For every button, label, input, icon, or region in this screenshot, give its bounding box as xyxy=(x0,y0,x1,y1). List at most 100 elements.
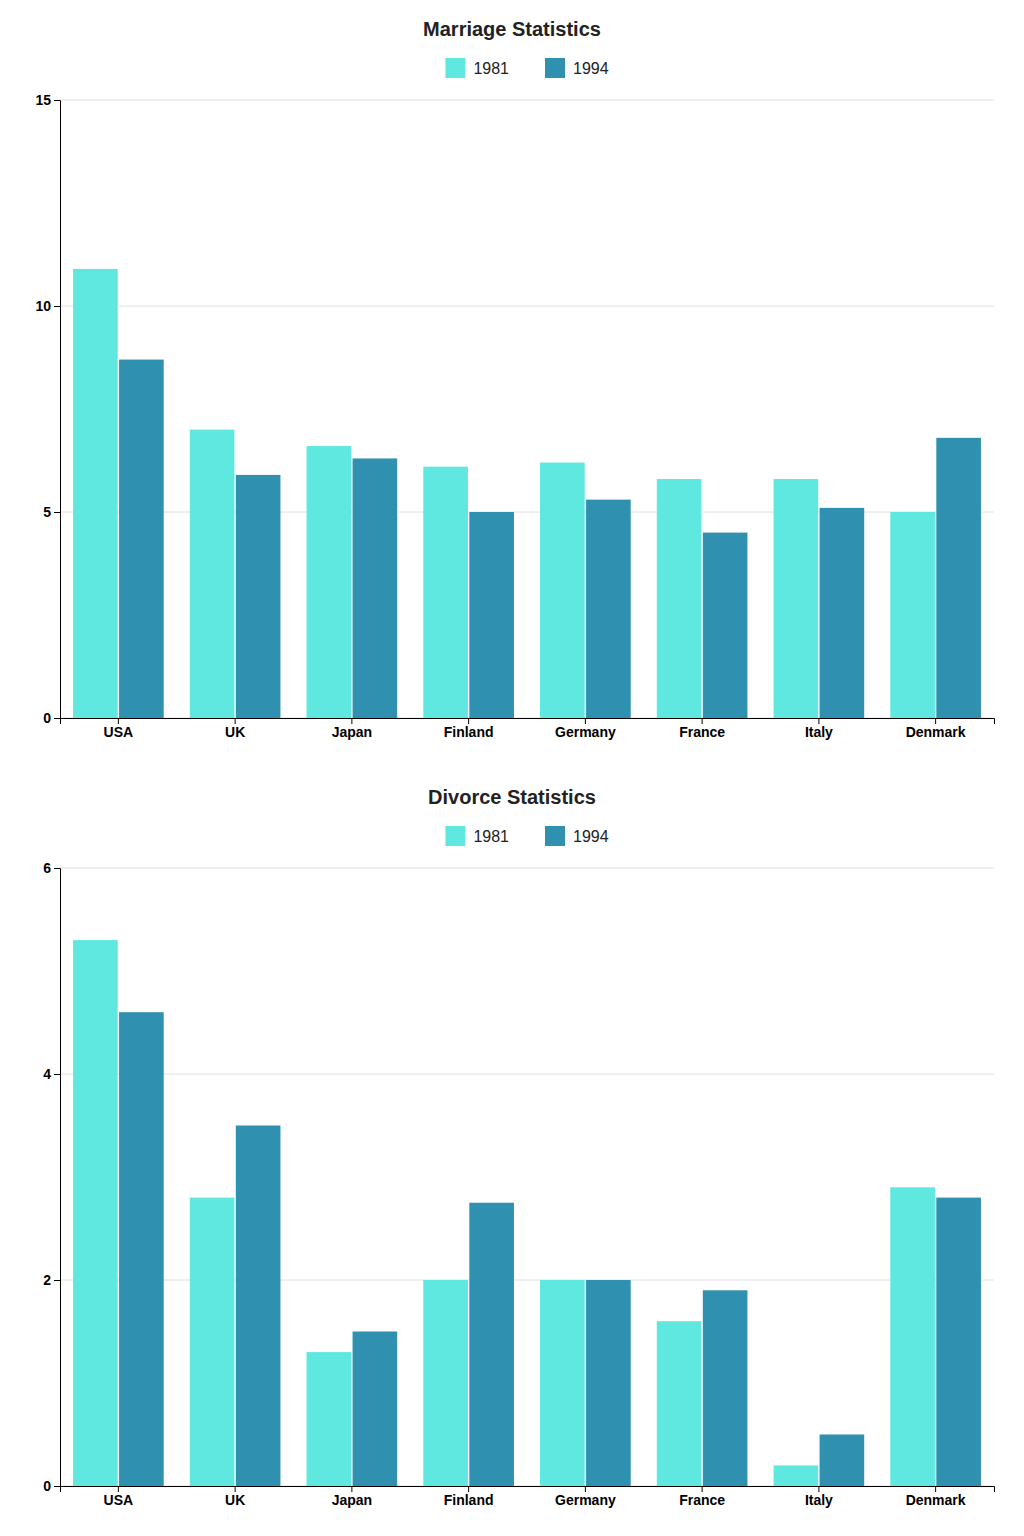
tick-label: France xyxy=(679,1492,725,1508)
tick-label: 6 xyxy=(43,860,51,876)
tick-label: UK xyxy=(225,724,245,740)
plot-area: USA UK Japan Finland Germany France Italy Denma… xyxy=(35,92,994,740)
y-axis: 0 5 10 15 xyxy=(35,92,60,726)
tick-label: 0 xyxy=(43,710,51,726)
bar xyxy=(774,1465,819,1486)
bar xyxy=(936,438,981,718)
chart-panel: Divorce Statistics USA UK Japan Finland Germa… xyxy=(43,786,994,1508)
bar xyxy=(586,500,631,718)
chart-panel: Marriage Statistics USA UK Japan Finland Germ… xyxy=(35,18,994,740)
bar xyxy=(890,1187,935,1486)
x-tick: Finland xyxy=(444,718,494,740)
bar xyxy=(774,479,819,718)
y-tick: 10 xyxy=(35,298,60,314)
x-tick: France xyxy=(679,718,725,740)
grid-line xyxy=(60,306,994,307)
x-tick: UK xyxy=(225,718,245,740)
bar xyxy=(119,1012,164,1486)
tick-label: UK xyxy=(225,1492,245,1508)
y-tick: 4 xyxy=(43,1066,60,1082)
bar xyxy=(353,1332,398,1487)
tick-mark xyxy=(54,512,60,513)
bar xyxy=(307,446,352,718)
legend-label: 1994 xyxy=(573,60,609,77)
bar xyxy=(236,475,281,718)
tick-label: Italy xyxy=(805,1492,833,1508)
y-axis: 0246 xyxy=(43,860,60,1494)
tick-label: Germany xyxy=(555,1492,616,1508)
bars xyxy=(73,940,981,1486)
y-tick: 15 xyxy=(35,92,60,108)
bar xyxy=(890,512,935,718)
tick-label: 4 xyxy=(43,1066,51,1082)
tick-mark xyxy=(54,1486,60,1487)
x-tick: USA xyxy=(104,1486,134,1508)
axis-line xyxy=(54,869,61,1487)
grid-line xyxy=(60,100,994,101)
tick-label: 5 xyxy=(43,504,51,520)
bar xyxy=(353,458,398,718)
tick-label: Italy xyxy=(805,724,833,740)
tick-mark xyxy=(54,868,60,869)
tick-label: Denmark xyxy=(906,724,966,740)
axis-line xyxy=(61,719,995,725)
legend-item: 1994 xyxy=(545,826,609,846)
x-tick: Italy xyxy=(805,1486,833,1508)
x-tick: Germany xyxy=(555,1486,616,1508)
tick-label: 2 xyxy=(43,1272,51,1288)
tick-label: 15 xyxy=(35,92,51,108)
bar xyxy=(236,1126,281,1487)
bar xyxy=(540,463,585,718)
grid-line xyxy=(60,868,994,869)
tick-label: 10 xyxy=(35,298,51,314)
tick-label: Finland xyxy=(444,724,494,740)
y-tick: 0 xyxy=(43,710,60,726)
x-tick: Denmark xyxy=(906,1486,966,1508)
legend-item: 1994 xyxy=(545,58,609,78)
legend: 19811994 xyxy=(445,826,608,846)
tick-mark xyxy=(54,306,60,307)
bar xyxy=(540,1280,585,1486)
grid xyxy=(60,868,994,1486)
bar-series xyxy=(73,940,935,1486)
tick-label: France xyxy=(679,724,725,740)
bar xyxy=(307,1352,352,1486)
axis-line xyxy=(61,1487,995,1493)
tick-mark xyxy=(54,100,60,101)
bar xyxy=(657,1321,702,1486)
bar xyxy=(190,1198,235,1486)
tick-label: USA xyxy=(104,1492,134,1508)
bar xyxy=(586,1280,631,1486)
legend-label: 1981 xyxy=(473,60,509,77)
legend: 1981 1994 xyxy=(445,58,608,78)
figure: Marriage Statistics USA UK Japan Finland Germ… xyxy=(0,0,1024,1536)
tick-label: USA xyxy=(104,724,134,740)
bar xyxy=(469,1203,514,1486)
bar-series xyxy=(119,1012,981,1486)
chart-title: Marriage Statistics xyxy=(423,18,601,40)
bar-series xyxy=(73,269,935,718)
grid xyxy=(60,100,994,718)
legend-swatch xyxy=(445,58,465,78)
x-tick: Germany xyxy=(555,718,616,740)
bar xyxy=(73,269,118,718)
x-axis: USA UK Japan Finland Germany France Italy Denma… xyxy=(61,1486,995,1508)
grid-line xyxy=(60,1074,994,1075)
legend-item: 1981 xyxy=(445,58,509,78)
bar-series xyxy=(119,360,981,718)
tick-label: Japan xyxy=(332,724,372,740)
legend-swatch xyxy=(545,826,565,846)
chart-title: Divorce Statistics xyxy=(428,786,596,808)
x-tick: USA xyxy=(104,718,134,740)
bar xyxy=(820,508,865,718)
legend-label: 1994 xyxy=(573,828,609,845)
tick-label: Japan xyxy=(332,1492,372,1508)
tick-mark xyxy=(54,718,60,719)
x-tick: Finland xyxy=(444,1486,494,1508)
bar xyxy=(423,467,468,718)
axis-line xyxy=(54,101,61,719)
y-tick: 2 xyxy=(43,1272,60,1288)
x-tick: Japan xyxy=(332,718,372,740)
bar xyxy=(423,1280,468,1486)
bar xyxy=(703,1290,748,1486)
